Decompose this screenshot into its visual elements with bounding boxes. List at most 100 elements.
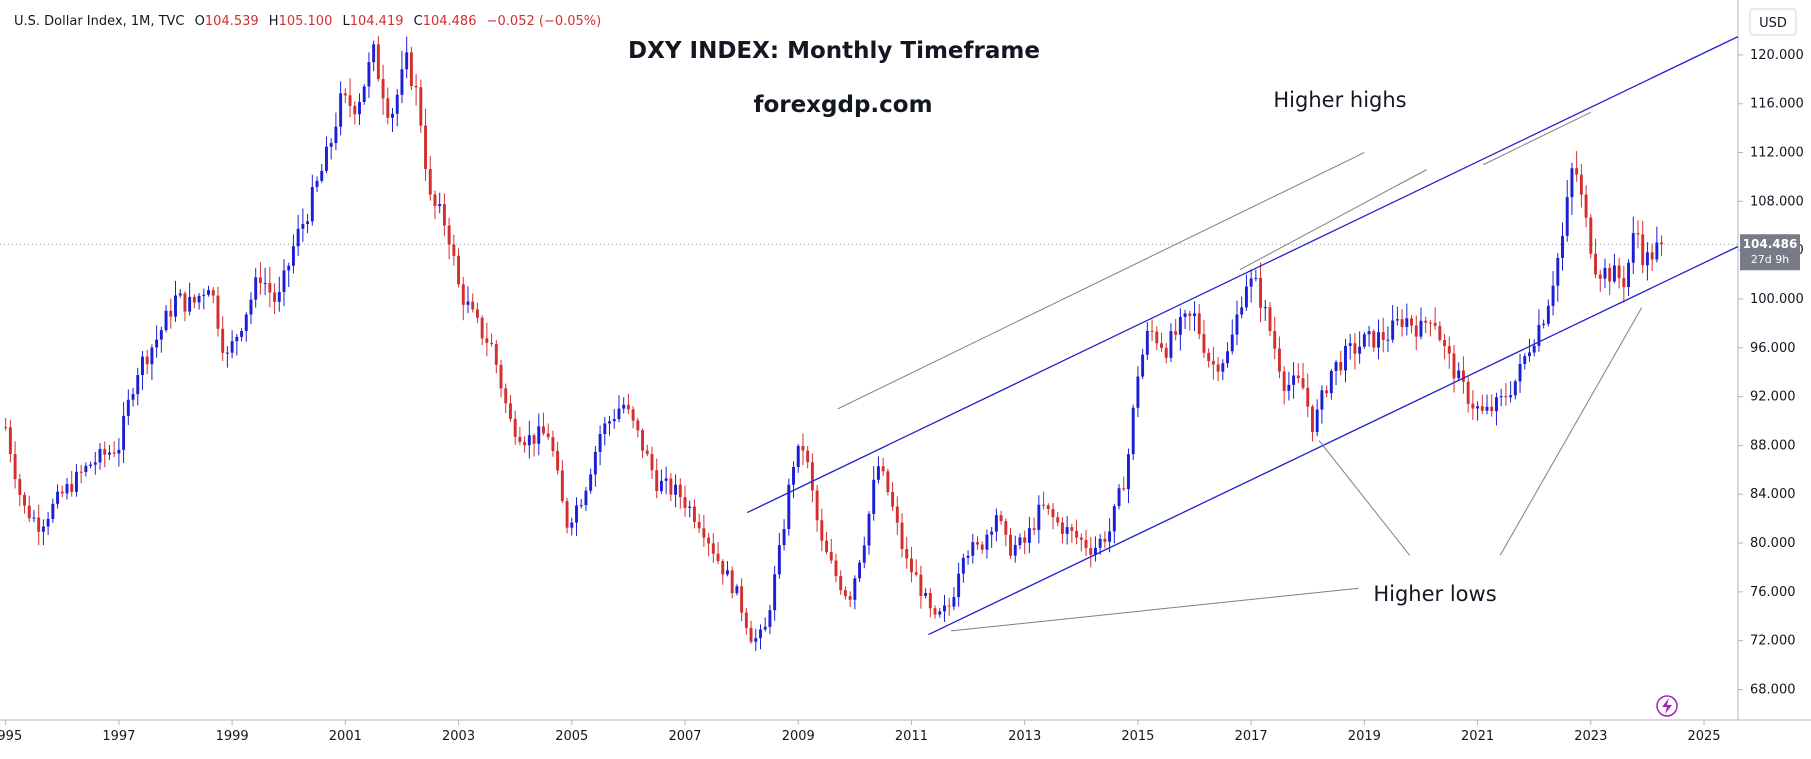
candle-body: [372, 44, 376, 63]
candle-body: [258, 277, 262, 284]
candle-body: [8, 427, 12, 455]
candle-body: [943, 605, 946, 612]
candle-body: [221, 328, 225, 353]
candle-body: [1348, 343, 1352, 346]
candle-body: [1108, 531, 1112, 542]
candle-body: [150, 347, 154, 365]
candle-body: [527, 435, 531, 446]
candle-body: [650, 454, 654, 471]
candle-body: [325, 146, 328, 171]
candle-body: [277, 291, 281, 302]
candle-body: [744, 612, 748, 628]
candle-body: [697, 521, 701, 529]
currency-label[interactable]: USD: [1759, 16, 1787, 31]
candle-body: [891, 492, 895, 507]
candle-body: [919, 574, 923, 596]
candle-body: [518, 436, 522, 442]
candle-body: [1018, 537, 1022, 546]
x-tick-label: 2023: [1574, 729, 1607, 744]
candle-body: [1627, 262, 1631, 288]
candle-body: [1178, 316, 1182, 335]
x-tick-label: 2011: [895, 729, 928, 744]
candle-body: [542, 426, 545, 434]
candle-body: [1518, 363, 1522, 382]
candle-body: [126, 399, 130, 416]
candle-body: [51, 503, 55, 519]
candle-body: [768, 610, 772, 627]
y-tick-label: 84.000: [1750, 487, 1796, 502]
candle-body: [820, 520, 824, 541]
candle-body: [1391, 320, 1395, 340]
candle-body: [37, 517, 41, 532]
candle-body: [1287, 384, 1291, 391]
candle-body: [1603, 267, 1607, 279]
candle-body: [1301, 378, 1305, 388]
candle-body: [405, 52, 409, 70]
candle-body: [1546, 305, 1550, 324]
candle-body: [452, 244, 456, 256]
last-price-value: 104.486: [1743, 237, 1798, 251]
candle-body: [466, 301, 470, 305]
candle-body: [424, 125, 427, 170]
y-tick-label: 112.000: [1750, 146, 1804, 161]
candle-body: [480, 317, 484, 339]
currency-button-frame[interactable]: [1749, 8, 1797, 36]
candle-body: [1660, 242, 1664, 245]
candle-body: [1056, 517, 1060, 523]
candle-body: [1438, 325, 1442, 340]
candle-body: [773, 574, 777, 611]
x-tick-label: 2021: [1461, 729, 1494, 744]
candle-body: [23, 494, 26, 506]
candle-body: [174, 295, 177, 317]
candle-body: [169, 310, 173, 317]
lower-channel-line[interactable]: [928, 245, 1739, 636]
candle-body: [1466, 381, 1470, 404]
candle-body: [273, 292, 277, 302]
candle-body: [1537, 324, 1541, 346]
candle-body: [414, 86, 418, 88]
candle-body: [1645, 252, 1649, 266]
candle-body: [523, 441, 527, 446]
candle-body: [475, 309, 479, 318]
candle-body: [296, 228, 300, 247]
candle-body: [1320, 390, 1324, 410]
candle-body: [848, 596, 852, 600]
candle-body: [1424, 320, 1428, 323]
candle-body: [575, 505, 578, 523]
candle-body: [442, 204, 446, 226]
x-tick-label: 2003: [442, 729, 475, 744]
annotation-pointer: [1318, 440, 1411, 556]
candle-body: [886, 471, 890, 493]
higher-highs-label: Higher highs: [1273, 88, 1406, 112]
candle-body: [1079, 537, 1083, 540]
candle-body: [966, 555, 970, 558]
candle-body: [1141, 354, 1145, 377]
y-tick-label: 108.000: [1750, 194, 1804, 209]
candle-body: [1117, 488, 1121, 507]
candle-body: [391, 113, 394, 118]
candle-body: [428, 169, 432, 195]
time-axis[interactable]: 1995 1997 1999 2001 2003 2005 2007 2009 2011 2013…: [0, 720, 1721, 744]
candle-body: [1098, 538, 1102, 548]
candle-body: [928, 593, 932, 609]
candle-body: [1598, 274, 1602, 279]
candle-body: [1150, 330, 1154, 332]
candle-body: [1221, 363, 1225, 372]
candle-body: [938, 611, 942, 615]
candle-body: [872, 479, 876, 514]
lightning-icon[interactable]: [1656, 695, 1678, 717]
candle-body: [1136, 376, 1140, 408]
candle-body: [608, 421, 611, 424]
candle-body: [107, 452, 111, 455]
candle-body: [225, 352, 229, 354]
candle-body: [1480, 406, 1484, 411]
candle-body: [1542, 323, 1546, 325]
candle-body: [240, 331, 244, 337]
y-tick-label: 116.000: [1750, 97, 1804, 112]
candle-body: [230, 341, 234, 353]
candle-body: [103, 448, 107, 455]
candle-body: [612, 419, 616, 422]
upper-channel-line[interactable]: [747, 36, 1739, 514]
